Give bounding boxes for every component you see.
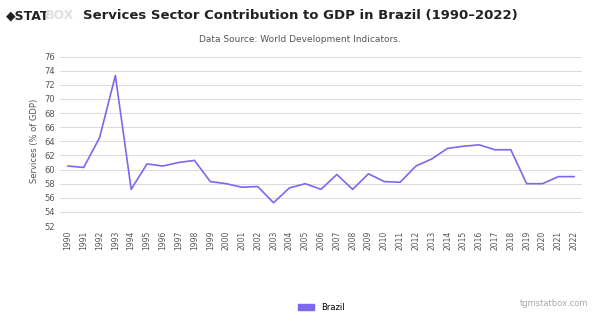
Legend: Brazil: Brazil — [294, 300, 348, 314]
Text: Services Sector Contribution to GDP in Brazil (1990–2022): Services Sector Contribution to GDP in B… — [83, 9, 517, 22]
Text: Data Source: World Development Indicators.: Data Source: World Development Indicator… — [199, 35, 401, 44]
Text: tgmstatbox.com: tgmstatbox.com — [520, 299, 588, 308]
Text: ◆STAT: ◆STAT — [6, 9, 49, 22]
Text: BOX: BOX — [45, 9, 74, 22]
Y-axis label: Services (% of GDP): Services (% of GDP) — [30, 99, 39, 183]
